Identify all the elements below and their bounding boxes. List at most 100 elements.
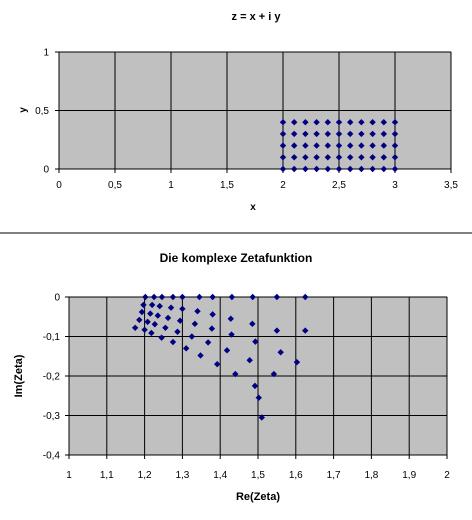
data-point xyxy=(279,154,287,161)
data-point xyxy=(380,119,387,126)
data-point xyxy=(209,311,216,318)
data-point xyxy=(191,320,199,328)
data-point xyxy=(391,130,399,138)
data-point xyxy=(391,165,399,173)
x-tick-label: 1,2 xyxy=(138,470,152,481)
data-point xyxy=(147,310,154,317)
data-point xyxy=(142,293,149,301)
data-point xyxy=(162,324,169,332)
data-point xyxy=(188,333,196,340)
data-point xyxy=(291,130,298,138)
data-point xyxy=(369,142,376,149)
x-tick-label: 1,4 xyxy=(213,470,227,481)
data-point xyxy=(246,357,253,364)
y-tick-label: 0,5 xyxy=(35,106,49,117)
data-point xyxy=(227,315,234,322)
data-point xyxy=(335,165,343,173)
data-point xyxy=(249,320,256,328)
data-point xyxy=(174,328,181,335)
data-point xyxy=(324,130,331,138)
data-point xyxy=(324,154,331,161)
x-tick-label: 2,5 xyxy=(332,180,346,191)
x-tick-label: 1 xyxy=(168,180,174,191)
x-tick-label: 0,5 xyxy=(108,180,122,191)
y-tick-label: 1 xyxy=(43,48,49,59)
data-point xyxy=(279,142,287,149)
data-point xyxy=(144,318,151,326)
data-point xyxy=(148,329,155,337)
data-point xyxy=(169,338,177,346)
data-point xyxy=(380,154,387,161)
data-point xyxy=(182,345,190,352)
data-point xyxy=(279,119,287,126)
data-point xyxy=(347,165,354,173)
data-point xyxy=(380,130,387,138)
chart-xy-grid: z = x + i y x y 0 0,5 1 1,5 2 2,5 3 3,5 0 0,5 1 xyxy=(18,11,458,213)
data-point xyxy=(335,154,343,161)
data-point xyxy=(302,154,309,161)
chart1-title: z = x + i y xyxy=(232,11,282,23)
data-point xyxy=(194,308,201,315)
data-point xyxy=(302,327,309,334)
chart1-ylabel: y xyxy=(18,107,29,113)
data-point xyxy=(167,304,175,311)
data-point xyxy=(347,130,354,138)
chart2-xlabel: Re(Zeta) xyxy=(236,491,280,503)
x-tick-label: 1,1 xyxy=(100,470,114,481)
data-point xyxy=(313,142,320,149)
x-tick-label: 1 xyxy=(66,470,72,481)
data-point xyxy=(302,142,309,149)
data-point xyxy=(369,154,376,161)
data-point xyxy=(232,370,239,378)
x-tick-label: 2 xyxy=(444,470,450,481)
x-tick-label: 1,9 xyxy=(402,470,416,481)
data-point xyxy=(324,119,331,126)
data-point xyxy=(358,130,365,138)
data-point xyxy=(176,317,184,324)
x-tick-label: 3,5 xyxy=(444,180,458,191)
x-tick-label: 2 xyxy=(280,180,286,191)
data-point xyxy=(138,308,146,316)
data-point xyxy=(154,312,162,319)
x-tick-label: 1,6 xyxy=(289,470,303,481)
chart2-ylabel: Im(Zeta) xyxy=(13,354,25,397)
data-point xyxy=(391,142,399,149)
data-point xyxy=(335,119,343,126)
data-point xyxy=(249,293,256,301)
data-point xyxy=(255,394,262,401)
data-point xyxy=(136,316,143,324)
data-point xyxy=(252,338,259,345)
data-point xyxy=(347,154,354,161)
data-point xyxy=(302,293,309,301)
data-point xyxy=(347,142,354,149)
data-point xyxy=(335,142,343,149)
data-point xyxy=(369,119,376,126)
data-point xyxy=(158,334,165,341)
data-point xyxy=(150,293,158,301)
x-tick-label: 1,5 xyxy=(251,470,265,481)
y-tick-label: -0,1 xyxy=(43,332,61,343)
data-point xyxy=(209,293,216,301)
data-point xyxy=(347,119,354,126)
data-point xyxy=(228,293,236,301)
data-point xyxy=(358,119,365,126)
y-tick-label: 0 xyxy=(43,165,49,176)
data-point xyxy=(358,154,365,161)
x-tick-label: 1,8 xyxy=(364,470,378,481)
data-point xyxy=(369,130,376,138)
data-point xyxy=(251,382,259,390)
data-point xyxy=(179,305,186,313)
data-point xyxy=(208,325,216,332)
data-point xyxy=(197,352,204,359)
data-point xyxy=(391,119,399,126)
data-point xyxy=(196,293,203,301)
data-point xyxy=(335,130,343,138)
data-point xyxy=(273,293,281,301)
data-point xyxy=(164,314,172,322)
y-tick-label: -0,2 xyxy=(43,372,61,383)
data-point xyxy=(140,301,147,309)
data-point xyxy=(291,165,298,173)
y-tick-label: -0,3 xyxy=(43,411,61,422)
data-point xyxy=(213,360,221,368)
